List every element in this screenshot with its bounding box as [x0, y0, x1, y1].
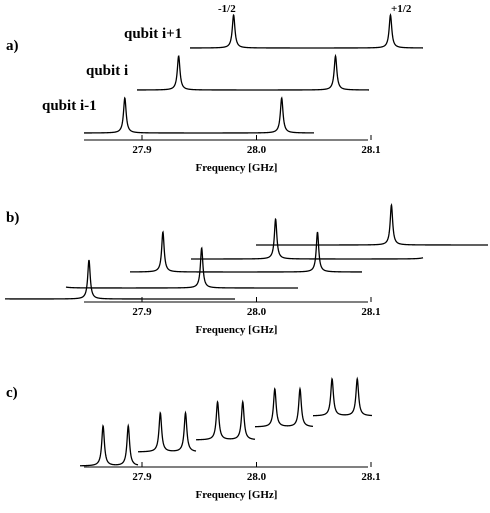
panel-b-x-axis: 27.9 28.0 28.1 Frequency [GHz]: [84, 297, 381, 336]
spectrum-trace-1: [4, 259, 235, 300]
panel-a: a) -1/2 +1/2 qubit i+1 qubit i qubit i-1…: [6, 3, 423, 174]
spectrum-trace-4: [191, 217, 424, 260]
spectrum-trace-3: [190, 13, 423, 49]
panel-b-traces: [4, 203, 488, 300]
x-tick-label: 28.0: [247, 144, 267, 156]
panel-a-traces: [84, 13, 423, 134]
panel-b: b) 27.9 28.0 28.1 Frequency [GHz]: [4, 203, 488, 336]
spectrum-trace-1: [84, 96, 314, 134]
x-axis-title: Frequency [GHz]: [196, 162, 278, 174]
qubit-label-i-minus-1: qubit i-1: [42, 98, 97, 114]
spectrum-trace-2: [65, 246, 298, 289]
spectrum-trace-2: [137, 410, 197, 453]
x-tick-label: 27.9: [132, 306, 152, 318]
spectrum-trace-1: [80, 423, 139, 467]
x-tick-label: 28.1: [361, 306, 380, 318]
spectrum-trace-3: [195, 399, 256, 441]
x-axis-title: Frequency [GHz]: [196, 324, 278, 336]
x-tick-label: 28.0: [247, 471, 267, 483]
panel-c-traces: [80, 376, 373, 467]
qubit-label-i: qubit i: [86, 63, 128, 79]
x-tick-label: 28.1: [361, 144, 380, 156]
panel-a-x-axis: 27.9 28.0 28.1 Frequency [GHz]: [84, 135, 381, 174]
panel-c-x-axis: 27.9 28.0 28.1 Frequency [GHz]: [84, 462, 381, 501]
x-tick-label: 27.9: [132, 471, 152, 483]
spin-up-label: +1/2: [391, 3, 412, 15]
spectrum-trace-2: [137, 53, 369, 91]
x-axis-title: Frequency [GHz]: [196, 489, 278, 501]
panel-b-label: b): [6, 210, 19, 226]
spectrum-trace-5: [256, 203, 488, 246]
x-tick-label: 27.9: [132, 144, 152, 156]
x-tick-label: 28.0: [247, 306, 267, 318]
panel-c: c) 27.9 28.0 28.1 Frequency [GHz]: [6, 376, 381, 501]
spin-down-label: -1/2: [218, 3, 236, 15]
qubit-label-i-plus-1: qubit i+1: [124, 26, 182, 42]
panel-c-label: c): [6, 385, 18, 401]
spectrum-trace-3: [130, 230, 362, 273]
spectrum-trace-4: [254, 386, 314, 428]
spectrum-trace-5: [313, 376, 373, 417]
x-tick-label: 28.1: [361, 471, 380, 483]
panel-a-label: a): [6, 38, 19, 54]
